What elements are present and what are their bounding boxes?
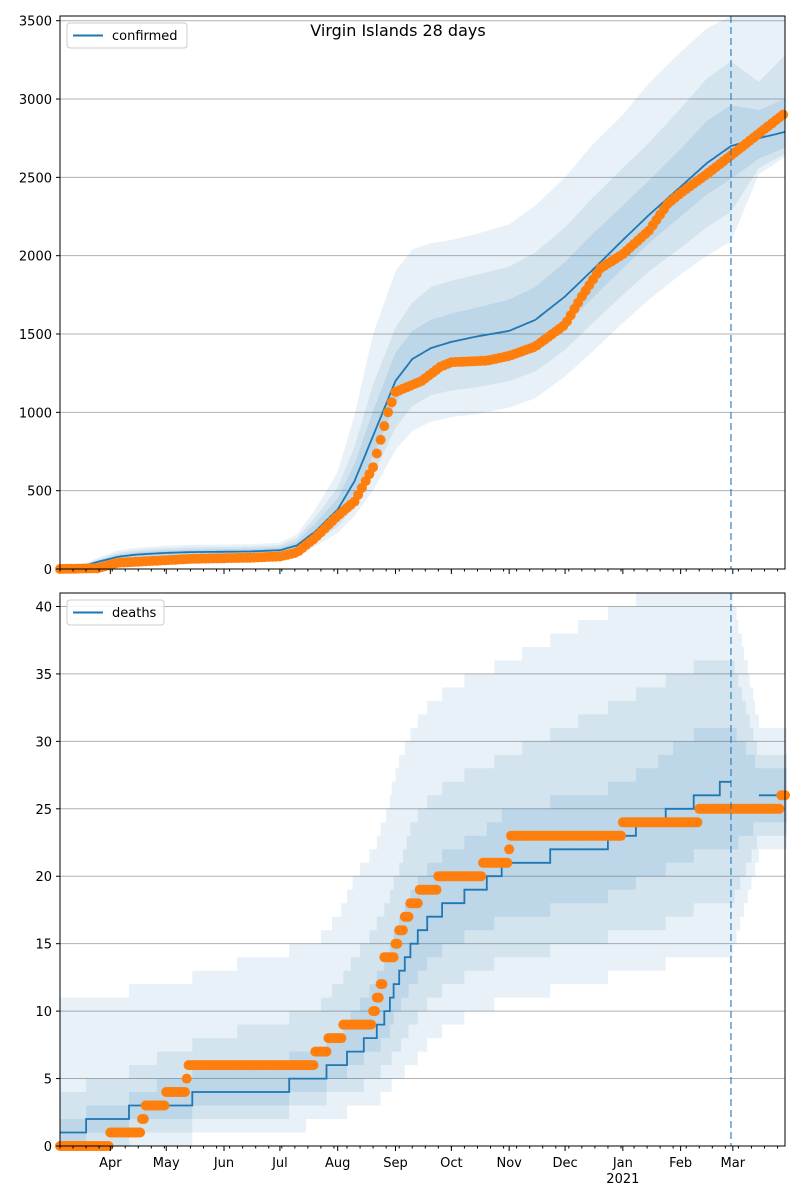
observed-point xyxy=(388,952,399,963)
x-tick-label: Sep xyxy=(383,1156,408,1171)
observed-point xyxy=(308,1060,319,1071)
observed-point xyxy=(135,1127,146,1138)
observed-point xyxy=(504,844,515,855)
confidence-band-p025-p975 xyxy=(60,593,787,1146)
observed-point xyxy=(778,109,789,120)
observed-point xyxy=(181,1073,192,1084)
observed-point xyxy=(403,911,414,922)
confidence-band-p10-p90 xyxy=(60,660,787,1146)
legend: confirmed xyxy=(66,22,188,49)
y-tick-label: 10 xyxy=(35,1005,52,1020)
observed-point xyxy=(321,1046,332,1057)
observed-point xyxy=(179,1087,190,1097)
legend-label: deaths xyxy=(112,606,157,621)
observed-point xyxy=(138,1114,149,1124)
y-tick-label: 30 xyxy=(35,735,52,750)
observed-point xyxy=(368,462,379,473)
x-tick-label: Jul xyxy=(271,1156,288,1171)
observed-point xyxy=(373,992,384,1003)
observed-point xyxy=(476,871,487,882)
observed-point xyxy=(412,898,423,909)
legend-box xyxy=(66,599,165,626)
observed-point xyxy=(386,397,397,408)
y-tick-label: 5 xyxy=(44,1073,52,1088)
observed-point xyxy=(371,448,382,459)
observed-point xyxy=(370,1006,380,1017)
x-tick-label: Mar xyxy=(721,1156,746,1171)
y-tick-label: 40 xyxy=(35,600,52,615)
observed-point xyxy=(431,884,442,895)
y-tick-label: 1500 xyxy=(19,328,52,343)
y-tick-label: 1000 xyxy=(19,406,52,421)
deaths-panel: 0 5 10 15 20 25 30 35 40 Apr May Jun Jul Aug Sep Oct Nov… xyxy=(35,592,790,1187)
legend: deaths xyxy=(66,599,165,626)
y-tick-label: 3500 xyxy=(19,15,52,30)
x-tick-label: May xyxy=(153,1156,180,1171)
x-tick-label: Jun xyxy=(213,1156,234,1171)
x-tick-label: Apr xyxy=(99,1156,122,1171)
x-tick-label: Nov xyxy=(496,1156,522,1171)
y-tick-label: 3000 xyxy=(19,93,52,108)
observed-point xyxy=(692,817,703,828)
confidence-band-p25-p75 xyxy=(60,99,785,569)
y-tick-label: 20 xyxy=(35,870,52,885)
y-tick-label: 2000 xyxy=(19,250,52,265)
observed-point xyxy=(366,1019,377,1030)
observed-point xyxy=(379,421,390,432)
confidence-band-p10-p90 xyxy=(60,55,785,569)
x-year-label: 2021 xyxy=(606,1172,639,1187)
legend-box xyxy=(66,22,188,49)
x-tick-label: Oct xyxy=(440,1156,462,1171)
confirmed-panel: 0 500 1000 1500 2000 2500 3000 3500 confirmed xyxy=(19,15,789,578)
y-tick-label: 35 xyxy=(35,668,52,683)
plot-frame xyxy=(59,15,786,570)
y-tick-label: 0 xyxy=(44,563,52,578)
x-tick-label: Jan xyxy=(612,1156,633,1171)
observed-point xyxy=(502,857,513,868)
observed-point xyxy=(375,434,386,445)
y-tick-label: 500 xyxy=(27,485,52,500)
y-tick-label: 15 xyxy=(35,938,52,953)
observed-point xyxy=(397,925,408,936)
observed-point xyxy=(616,830,626,841)
observed-point xyxy=(159,1100,170,1111)
observed-point xyxy=(336,1033,347,1044)
y-tick-label: 2500 xyxy=(19,171,52,186)
chart-title: Virgin Islands 28 days xyxy=(310,21,485,40)
y-tick-label: 25 xyxy=(35,803,52,818)
observed-point xyxy=(392,938,403,949)
observed-point xyxy=(377,979,388,990)
x-tick-label: Dec xyxy=(552,1156,577,1171)
y-tick-label: 0 xyxy=(44,1140,52,1155)
legend-label: confirmed xyxy=(112,29,178,44)
observed-point xyxy=(774,803,785,814)
x-tick-label: Aug xyxy=(325,1156,350,1171)
plot-frame xyxy=(59,592,786,1147)
confidence-band-p025-p975 xyxy=(60,16,785,569)
observed-point xyxy=(383,407,393,418)
x-tick-label: Feb xyxy=(669,1156,692,1171)
